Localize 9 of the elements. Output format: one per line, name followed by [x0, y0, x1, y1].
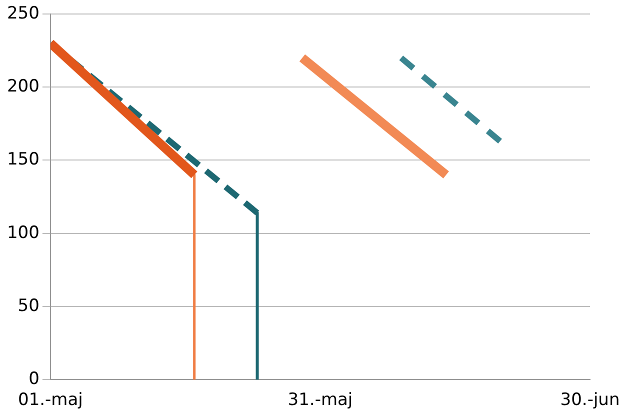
y-tick-label: 250 — [6, 3, 40, 24]
x-tick-label: 30.-jun — [560, 390, 620, 410]
x-tick-label: 01.-maj — [18, 390, 83, 410]
x-tick-label: 31.-maj — [288, 390, 353, 410]
y-tick-label: 100 — [6, 222, 40, 243]
y-tick-label: 0 — [28, 369, 40, 390]
y-tick-label: 150 — [6, 150, 40, 170]
y-tick-label: 200 — [6, 76, 40, 97]
y-tick-label: 50 — [18, 296, 40, 316]
